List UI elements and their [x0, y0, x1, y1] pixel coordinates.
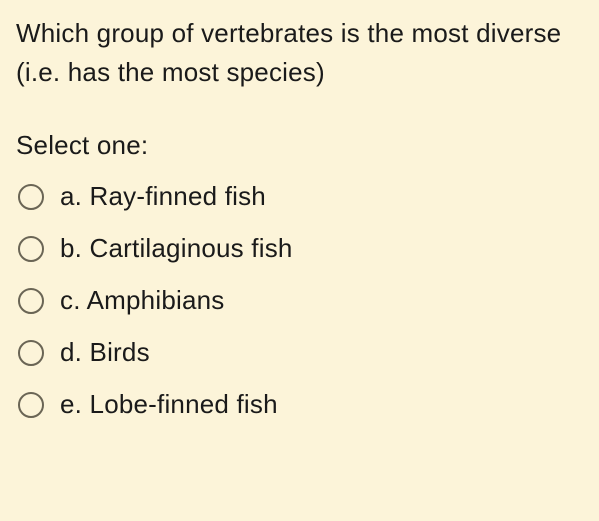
option-letter: d.: [60, 337, 82, 367]
option-a[interactable]: a. Ray-finned fish: [18, 181, 583, 212]
option-label: a. Ray-finned fish: [60, 181, 266, 212]
option-text: Cartilaginous fish: [90, 233, 293, 263]
radio-icon[interactable]: [18, 288, 44, 314]
option-letter: b.: [60, 233, 82, 263]
question-text: Which group of vertebrates is the most d…: [16, 14, 583, 92]
option-label: d. Birds: [60, 337, 150, 368]
option-label: b. Cartilaginous fish: [60, 233, 293, 264]
option-text: Lobe-finned fish: [90, 389, 278, 419]
radio-icon[interactable]: [18, 184, 44, 210]
option-c[interactable]: c. Amphibians: [18, 285, 583, 316]
select-prompt: Select one:: [16, 130, 583, 161]
options-container: a. Ray-finned fish b. Cartilaginous fish…: [16, 181, 583, 420]
option-letter: e.: [60, 389, 82, 419]
option-d[interactable]: d. Birds: [18, 337, 583, 368]
option-text: Birds: [90, 337, 150, 367]
option-text: Amphibians: [87, 285, 225, 315]
option-e[interactable]: e. Lobe-finned fish: [18, 389, 583, 420]
option-b[interactable]: b. Cartilaginous fish: [18, 233, 583, 264]
option-text: Ray-finned fish: [90, 181, 266, 211]
radio-icon[interactable]: [18, 340, 44, 366]
option-label: e. Lobe-finned fish: [60, 389, 278, 420]
option-label: c. Amphibians: [60, 285, 224, 316]
radio-icon[interactable]: [18, 392, 44, 418]
option-letter: c.: [60, 285, 81, 315]
radio-icon[interactable]: [18, 236, 44, 262]
option-letter: a.: [60, 181, 82, 211]
